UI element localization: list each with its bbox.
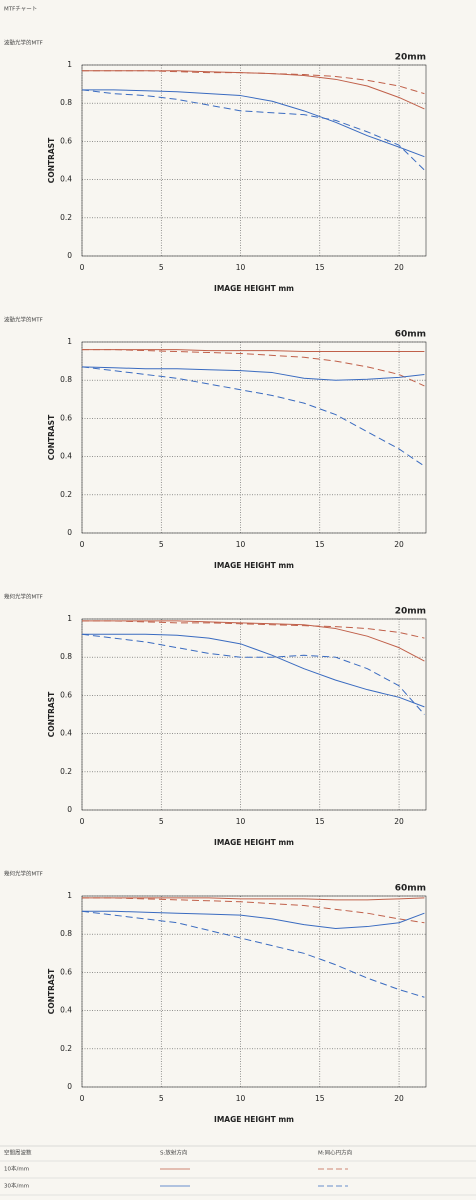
mtf-line [81, 633, 425, 715]
mtf-line [81, 366, 425, 467]
x-tick-label: 10 [236, 540, 246, 549]
mtf-line [81, 366, 425, 381]
x-tick-label: 20 [394, 540, 404, 549]
mtf-line [82, 910, 425, 929]
y-tick-label: 0.2 [60, 213, 72, 222]
x-tick-label: 20 [394, 1094, 404, 1103]
mtf-line [81, 89, 425, 171]
y-tick-label: 0.6 [60, 136, 72, 145]
y-tick-label: 0.8 [60, 929, 72, 938]
y-tick-label: 1 [67, 614, 72, 623]
legend-table: 空間周波数 S:放射方向 M:同心円方向 10本/mm 30本/mm [0, 1145, 476, 1196]
x-tick-label: 20 [394, 263, 404, 272]
y-tick-label: 0.2 [60, 490, 72, 499]
chart-title: 20mm [395, 53, 426, 63]
y-tick-label: 0.4 [60, 452, 72, 461]
x-axis-label: IMAGE HEIGHT mm [214, 1115, 294, 1124]
mtf-line [82, 349, 425, 387]
y-tick-label: 1 [67, 891, 72, 900]
y-tick-label: 0 [67, 805, 72, 814]
y-axis-label: CONTRAST [47, 691, 56, 737]
y-tick-label: 0.6 [60, 413, 72, 422]
chart-title: 60mm [395, 330, 426, 340]
y-axis-label: CONTRAST [47, 414, 56, 460]
y-tick-label: 1 [67, 337, 72, 346]
mtf-line [82, 620, 425, 639]
y-tick-label: 0.4 [60, 1006, 72, 1015]
table-row-label: 30本/mm [4, 1182, 29, 1190]
x-tick-label: 15 [315, 263, 325, 272]
x-tick-label: 5 [159, 817, 164, 826]
section-label: 波動光学的MTF [4, 316, 43, 324]
chart-title: 60mm [395, 884, 426, 894]
y-tick-label: 0.6 [60, 690, 72, 699]
x-tick-label: 5 [159, 263, 164, 272]
x-tick-label: 10 [236, 263, 246, 272]
section-label: 幾何光学的MTF [4, 870, 43, 878]
x-tick-label: 15 [315, 1094, 325, 1103]
y-tick-label: 1 [67, 60, 72, 69]
x-tick-label: 10 [236, 1094, 246, 1103]
x-tick-label: 5 [159, 540, 164, 549]
x-axis-label: IMAGE HEIGHT mm [214, 838, 294, 847]
mtf-line [82, 89, 425, 158]
mtf-line [82, 897, 425, 901]
y-tick-label: 0.8 [60, 375, 72, 384]
y-tick-label: 0.4 [60, 175, 72, 184]
mtf-line [82, 349, 425, 353]
x-tick-label: 15 [315, 540, 325, 549]
y-tick-label: 0.8 [60, 652, 72, 661]
plot-frame [81, 618, 427, 811]
plot-frame [81, 895, 427, 1088]
mtf-line [82, 897, 425, 924]
x-tick-label: 0 [80, 1094, 85, 1103]
x-axis-label: IMAGE HEIGHT mm [214, 284, 294, 293]
x-tick-label: 0 [80, 263, 85, 272]
mtf-line [82, 633, 425, 708]
y-tick-label: 0 [67, 1082, 72, 1091]
y-tick-label: 0 [67, 528, 72, 537]
chart-title: 20mm [395, 607, 426, 617]
table-row-label: 10本/mm [4, 1165, 29, 1173]
page-title: MTFチャート [4, 6, 37, 13]
y-tick-label: 0 [67, 251, 72, 260]
y-tick-label: 0.4 [60, 729, 72, 738]
x-tick-label: 15 [315, 817, 325, 826]
table-header: S:放射方向 [160, 1149, 187, 1157]
y-tick-label: 0.2 [60, 1044, 72, 1053]
table-header: 空間周波数 [4, 1149, 32, 1157]
x-tick-label: 5 [159, 1094, 164, 1103]
plot-frame [81, 341, 427, 534]
x-tick-label: 20 [394, 817, 404, 826]
section-label: 幾何光学的MTF [4, 593, 43, 601]
y-tick-label: 0.8 [60, 98, 72, 107]
x-tick-label: 10 [236, 817, 246, 826]
mtf-line [82, 70, 425, 95]
x-tick-label: 0 [80, 817, 85, 826]
table-header: M:同心円方向 [318, 1149, 352, 1157]
section-label: 波動光学的MTF [4, 39, 43, 47]
mtf-line [82, 620, 425, 662]
y-tick-label: 0.2 [60, 767, 72, 776]
plot-frame [81, 64, 427, 257]
mtf-line [81, 910, 425, 998]
y-tick-label: 0.6 [60, 967, 72, 976]
y-axis-label: CONTRAST [47, 968, 56, 1014]
x-tick-label: 0 [80, 540, 85, 549]
x-axis-label: IMAGE HEIGHT mm [214, 561, 294, 570]
y-axis-label: CONTRAST [47, 137, 56, 183]
